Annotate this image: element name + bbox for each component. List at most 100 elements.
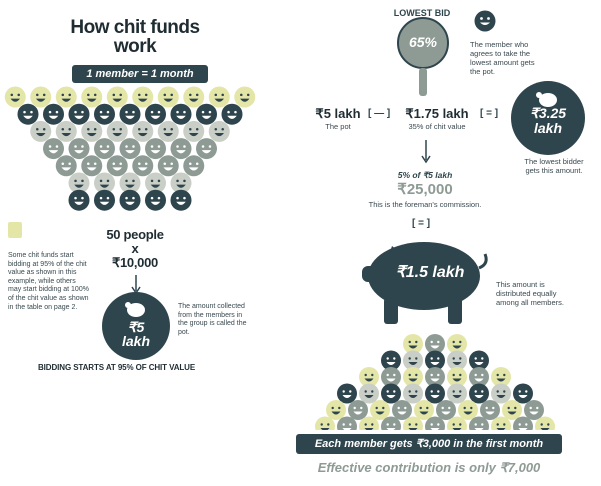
member-face-icon (425, 350, 445, 371)
member-face-icon (403, 383, 423, 404)
equals-sign-2: [ = ] (412, 218, 431, 229)
member-face-icon (458, 400, 478, 420)
member-face-icon (469, 350, 489, 371)
member-face-icon (447, 383, 467, 404)
member-face-icon (359, 367, 379, 387)
pot-value: ₹5 lakh The pot (315, 106, 361, 131)
member-face-icon (208, 86, 230, 108)
commission-value: ₹25,000 (397, 181, 453, 198)
member-face-icon (524, 400, 544, 420)
member-face-icon (43, 103, 64, 125)
member-face-icon (81, 120, 103, 142)
member-face-icon (491, 416, 511, 430)
pot-caption: The amount collected from the members in… (178, 303, 247, 336)
effective-contribution: Effective contribution is only ₹7,000 (317, 460, 541, 475)
equals-sign: [ = ] (480, 108, 499, 119)
member-face-icon (183, 86, 205, 108)
member-face-icon (436, 400, 456, 420)
lowest-bid-value: 65% (408, 34, 438, 50)
member-face-icon (381, 383, 401, 404)
winner-bag-value: ₹3.25 lakh (529, 105, 567, 136)
member-face-icon (119, 189, 141, 211)
member-face-icon (513, 416, 533, 430)
member-face-icon (403, 334, 423, 354)
member-face-icon (315, 416, 335, 430)
member-face-icon (337, 416, 357, 430)
member-face-icon (359, 383, 379, 404)
member-face-icon (132, 86, 154, 108)
member-month-banner: 1 member = 1 month (72, 65, 208, 83)
member-face-icon (359, 416, 379, 430)
member-face-icon (157, 120, 179, 142)
member-face-icon (145, 189, 166, 211)
member-face-icon (145, 172, 166, 194)
member-face-icon (326, 400, 346, 420)
member-face-icon (55, 86, 77, 108)
bid-amount: ₹1.75 lakh 35% of chit value (405, 106, 469, 131)
money-bag-pot-icon (102, 292, 170, 360)
magnifier-icon (397, 17, 449, 96)
member-face-icon (94, 138, 115, 160)
member-face-icon (94, 172, 115, 194)
member-face-icon (447, 416, 467, 430)
lowest-bidder-caption: The lowest bidder gets this amount. (524, 157, 584, 175)
member-face-icon (513, 383, 533, 404)
member-face-icon (68, 172, 90, 194)
member-face-icon (370, 400, 390, 420)
pot-bag-value: ₹5 lakh (121, 319, 150, 349)
member-face-icon (94, 103, 115, 125)
member-face-icon (447, 350, 467, 371)
member-face-icon (132, 120, 154, 142)
member-face-icon (106, 86, 128, 108)
member-face-icon (68, 138, 90, 160)
member-face-icon (480, 400, 500, 420)
member-face-icon (425, 383, 445, 404)
member-face-icon (68, 189, 90, 211)
commission-caption: This is the foreman's commission. (368, 200, 482, 209)
member-face-icon (55, 155, 77, 177)
member-face-icon (491, 383, 511, 404)
member-caption: The member who agrees to take the lowest… (470, 40, 535, 76)
member-face-icon (234, 86, 256, 108)
member-face-icon (381, 367, 401, 387)
member-face-icon (403, 416, 423, 430)
member-face-icon (145, 103, 166, 125)
member-face-icon (17, 103, 39, 125)
piggy-bank-icon (362, 242, 488, 324)
member-face-icon (119, 172, 141, 194)
member-face-icon (392, 400, 412, 420)
member-face-icon (68, 103, 90, 125)
pig-value: ₹1.5 lakh (395, 264, 465, 281)
member-face-icon (221, 103, 243, 125)
members-grid-left (4, 86, 256, 211)
member-face-icon (502, 400, 522, 420)
member-face-icon (403, 350, 423, 371)
bidding-starts-text: BIDDING STARTS AT 95% OF CHIT VALUE (38, 363, 196, 372)
member-face-icon (208, 120, 230, 142)
member-face-icon (55, 120, 77, 142)
member-face-icon (30, 86, 52, 108)
people-calculation: 50 people x ₹10,000 (106, 227, 164, 270)
smiley-icon (474, 10, 496, 32)
member-face-icon (94, 189, 115, 211)
member-face-icon (157, 155, 179, 177)
member-face-icon (196, 138, 217, 160)
member-face-icon (81, 155, 103, 177)
member-face-icon (4, 86, 26, 108)
each-member-banner: Each member gets ₹3,000 in the first mon… (296, 434, 562, 454)
member-face-icon (132, 155, 154, 177)
member-face-icon (447, 367, 467, 387)
arrow-down-icon (421, 140, 431, 164)
member-face-icon (425, 367, 445, 387)
member-face-icon (348, 400, 368, 420)
member-face-icon (425, 416, 445, 430)
member-face-icon (403, 367, 423, 387)
member-face-icon (381, 416, 401, 430)
member-face-icon (170, 189, 192, 211)
member-face-icon (469, 416, 489, 430)
member-face-icon (119, 103, 141, 125)
money-bag-winner-icon (511, 81, 585, 155)
lowest-bid-label: LOWEST BID (393, 8, 451, 18)
member-face-icon (106, 155, 128, 177)
member-face-icon (183, 120, 205, 142)
